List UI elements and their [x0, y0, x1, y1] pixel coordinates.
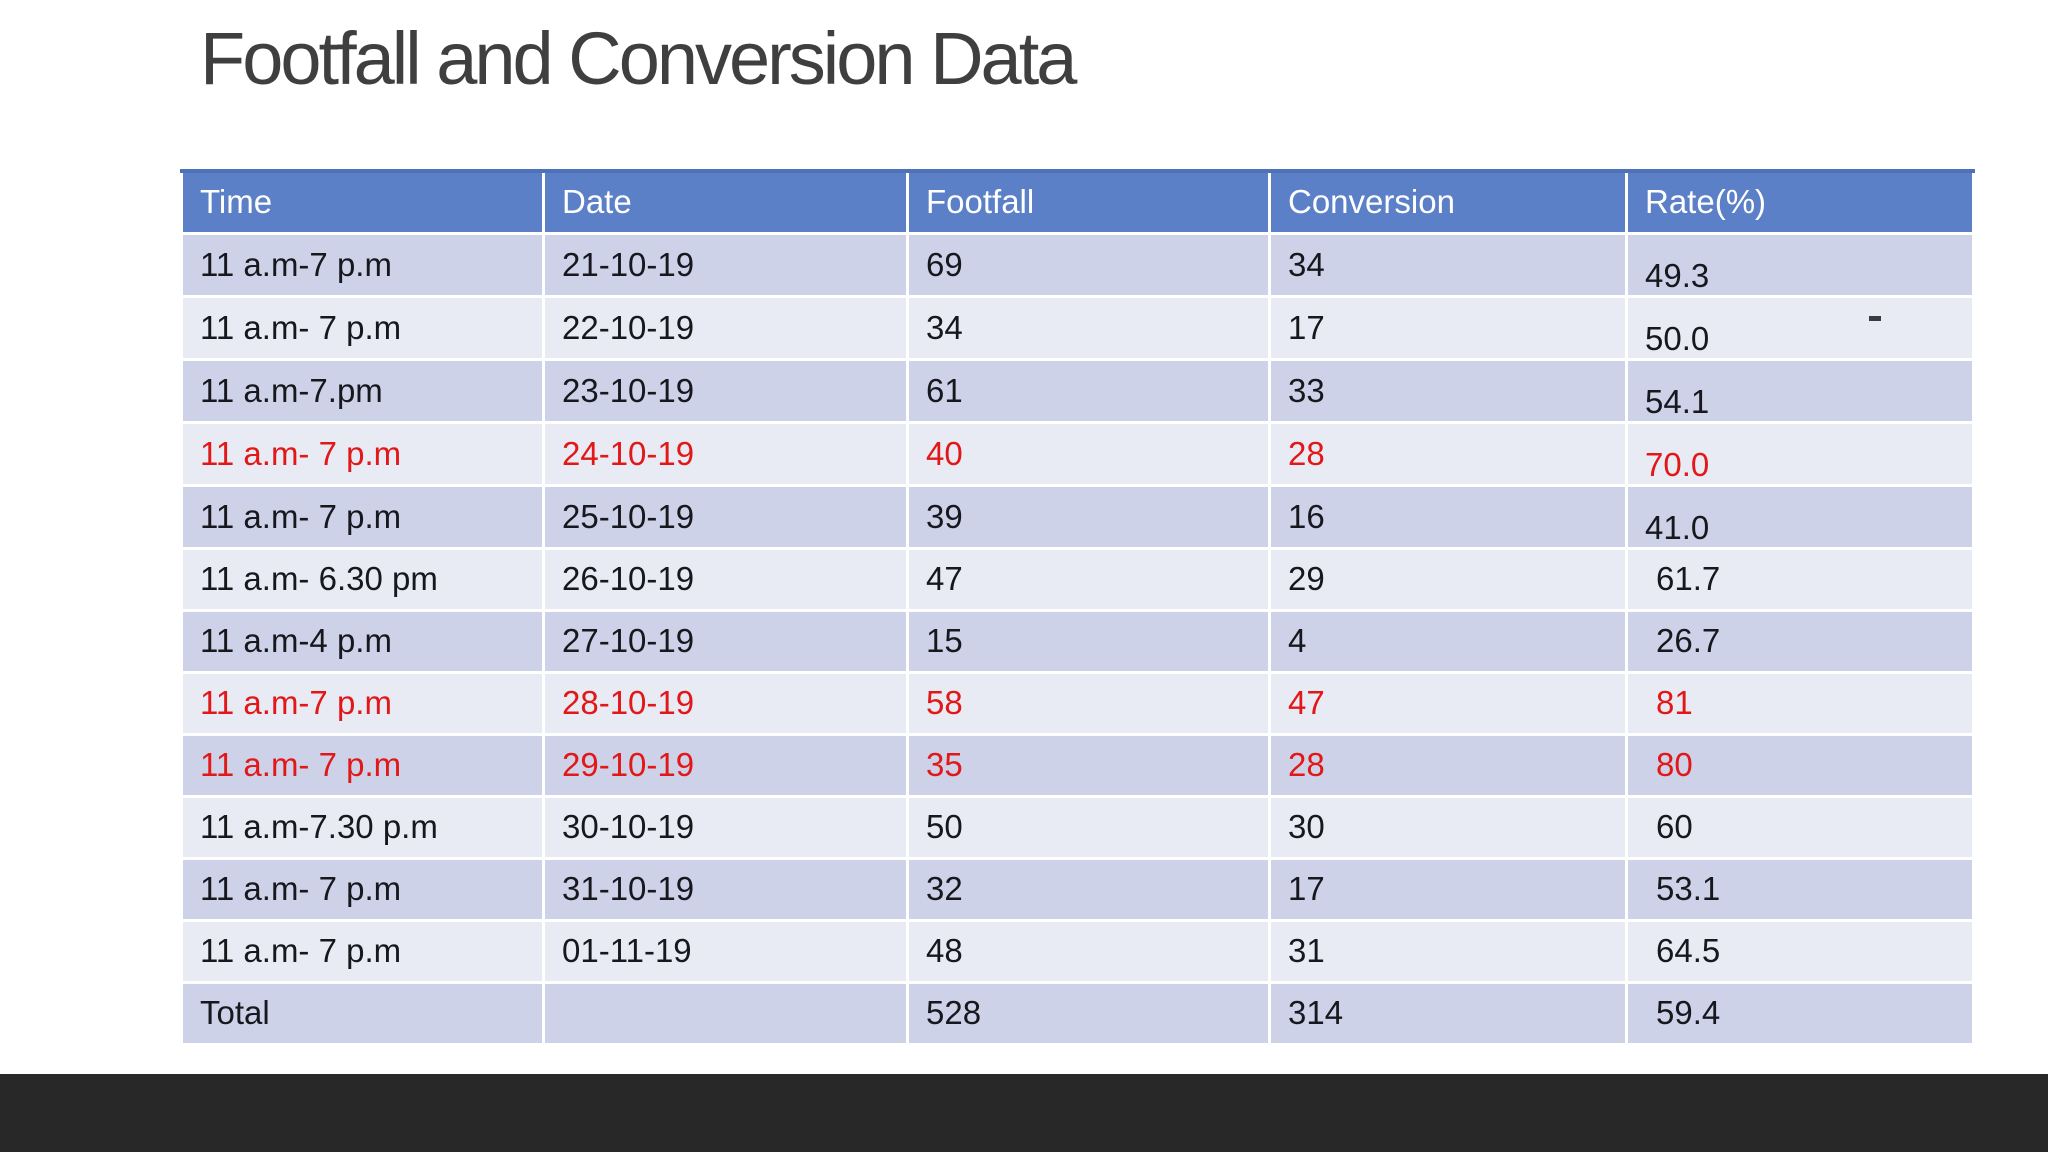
- table-row: 11 a.m-4 p.m 27-10-19 15 4 26.7: [180, 608, 1975, 674]
- cell-date: 23-10-19: [542, 357, 909, 424]
- cell-time: Total: [180, 980, 545, 1046]
- cell-conversion: 314: [1268, 980, 1628, 1046]
- cell-rate: 60: [1625, 794, 1975, 860]
- cell-date: 27-10-19: [542, 608, 909, 674]
- cell-time: 11 a.m- 7 p.m: [180, 294, 545, 361]
- table-row: 11 a.m-7.pm 23-10-19 61 33 54.1: [180, 357, 1975, 424]
- cell-footfall: 39: [906, 483, 1271, 550]
- cell-rate: 53.1: [1625, 856, 1975, 922]
- cell-footfall: 58: [906, 670, 1271, 736]
- column-header-conversion: Conversion: [1268, 169, 1628, 235]
- table-row: 11 a.m- 6.30 pm 26-10-19 47 29 61.7: [180, 546, 1975, 612]
- cell-time: 11 a.m-7.pm: [180, 357, 545, 424]
- cell-conversion: 31: [1268, 918, 1628, 984]
- cell-conversion: 47: [1268, 670, 1628, 736]
- cell-conversion: 33: [1268, 357, 1628, 424]
- table-row: 11 a.m-7 p.m 21-10-19 69 34 49.3: [180, 231, 1975, 298]
- cell-conversion: 16: [1268, 483, 1628, 550]
- cell-footfall: 47: [906, 546, 1271, 612]
- cell-conversion: 28: [1268, 420, 1628, 487]
- column-header-time: Time: [180, 169, 545, 235]
- cell-footfall: 528: [906, 980, 1271, 1046]
- cell-rate: 80: [1625, 732, 1975, 798]
- column-header-date: Date: [542, 169, 909, 235]
- cell-time: 11 a.m-7.30 p.m: [180, 794, 545, 860]
- footfall-conversion-table: Time Date Footfall Conversion Rate(%) 11 a.m…: [180, 169, 1975, 1046]
- cell-time: 11 a.m- 6.30 pm: [180, 546, 545, 612]
- cell-rate: 49.3: [1625, 231, 1975, 298]
- cell-time: 11 a.m-7 p.m: [180, 231, 545, 298]
- table-body: 11 a.m-7 p.m 21-10-19 69 34 49.3 11 a.m- 7 p.…: [180, 231, 1975, 1046]
- cell-time: 11 a.m- 7 p.m: [180, 856, 545, 922]
- cell-time: 11 a.m- 7 p.m: [180, 483, 545, 550]
- bottom-bar: [0, 1074, 2048, 1152]
- cell-date: 22-10-19: [542, 294, 909, 361]
- cell-rate: 50.0: [1625, 294, 1975, 361]
- cell-date: 24-10-19: [542, 420, 909, 487]
- table-row: Total 528 314 59.4: [180, 980, 1975, 1046]
- cell-rate: 81: [1625, 670, 1975, 736]
- cell-conversion: 29: [1268, 546, 1628, 612]
- table-row: 11 a.m- 7 p.m 25-10-19 39 16 41.0: [180, 483, 1975, 550]
- cell-date: 01-11-19: [542, 918, 909, 984]
- cell-footfall: 15: [906, 608, 1271, 674]
- table-header: Time Date Footfall Conversion Rate(%): [180, 169, 1975, 235]
- cell-footfall: 34: [906, 294, 1271, 361]
- table-row: 11 a.m-7 p.m 28-10-19 58 47 81: [180, 670, 1975, 736]
- cell-date: 21-10-19: [542, 231, 909, 298]
- table-row: 11 a.m- 7 p.m 24-10-19 40 28 70.0: [180, 420, 1975, 487]
- cell-time: 11 a.m- 7 p.m: [180, 732, 545, 798]
- column-header-footfall: Footfall: [906, 169, 1271, 235]
- cell-conversion: 17: [1268, 856, 1628, 922]
- cell-date: 30-10-19: [542, 794, 909, 860]
- stray-dash-mark: [1869, 316, 1881, 321]
- cell-time: 11 a.m- 7 p.m: [180, 918, 545, 984]
- cell-footfall: 61: [906, 357, 1271, 424]
- table-row: 11 a.m-7.30 p.m 30-10-19 50 30 60: [180, 794, 1975, 860]
- cell-date: 31-10-19: [542, 856, 909, 922]
- cell-rate: 59.4: [1625, 980, 1975, 1046]
- cell-date: 25-10-19: [542, 483, 909, 550]
- cell-rate: 64.5: [1625, 918, 1975, 984]
- cell-footfall: 69: [906, 231, 1271, 298]
- cell-rate: 26.7: [1625, 608, 1975, 674]
- cell-footfall: 32: [906, 856, 1271, 922]
- cell-time: 11 a.m-4 p.m: [180, 608, 545, 674]
- cell-footfall: 50: [906, 794, 1271, 860]
- cell-date: 26-10-19: [542, 546, 909, 612]
- cell-time: 11 a.m-7 p.m: [180, 670, 545, 736]
- cell-rate: 70.0: [1625, 420, 1975, 487]
- table-row: 11 a.m- 7 p.m 29-10-19 35 28 80: [180, 732, 1975, 798]
- cell-rate: 61.7: [1625, 546, 1975, 612]
- column-header-rate: Rate(%): [1625, 169, 1975, 235]
- cell-conversion: 34: [1268, 231, 1628, 298]
- cell-footfall: 35: [906, 732, 1271, 798]
- cell-footfall: 40: [906, 420, 1271, 487]
- table-row: 11 a.m- 7 p.m 01-11-19 48 31 64.5: [180, 918, 1975, 984]
- cell-date: [542, 980, 909, 1046]
- cell-date: 28-10-19: [542, 670, 909, 736]
- cell-date: 29-10-19: [542, 732, 909, 798]
- cell-conversion: 28: [1268, 732, 1628, 798]
- table-header-row: Time Date Footfall Conversion Rate(%): [180, 169, 1975, 235]
- table-row: 11 a.m- 7 p.m 22-10-19 34 17 50.0: [180, 294, 1975, 361]
- cell-time: 11 a.m- 7 p.m: [180, 420, 545, 487]
- cell-footfall: 48: [906, 918, 1271, 984]
- cell-conversion: 4: [1268, 608, 1628, 674]
- cell-rate: 41.0: [1625, 483, 1975, 550]
- table-row: 11 a.m- 7 p.m 31-10-19 32 17 53.1: [180, 856, 1975, 922]
- cell-conversion: 30: [1268, 794, 1628, 860]
- cell-rate: 54.1: [1625, 357, 1975, 424]
- cell-conversion: 17: [1268, 294, 1628, 361]
- page-title: Footfall and Conversion Data: [200, 17, 1077, 100]
